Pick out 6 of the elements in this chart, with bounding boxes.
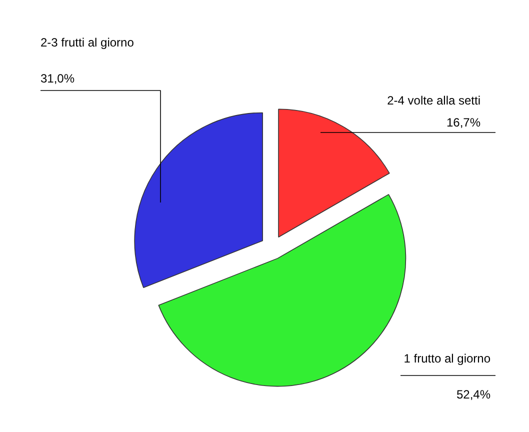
slice-label: 1 frutto al giorno (404, 352, 491, 366)
data-label: 16,7% (446, 116, 481, 130)
slice-label: 2-4 volte alla setti (387, 94, 481, 108)
slice-label: 2-3 frutti al giorno (40, 36, 134, 50)
data-label: 52,4% (456, 388, 491, 402)
data-label: 31,0% (40, 72, 75, 86)
